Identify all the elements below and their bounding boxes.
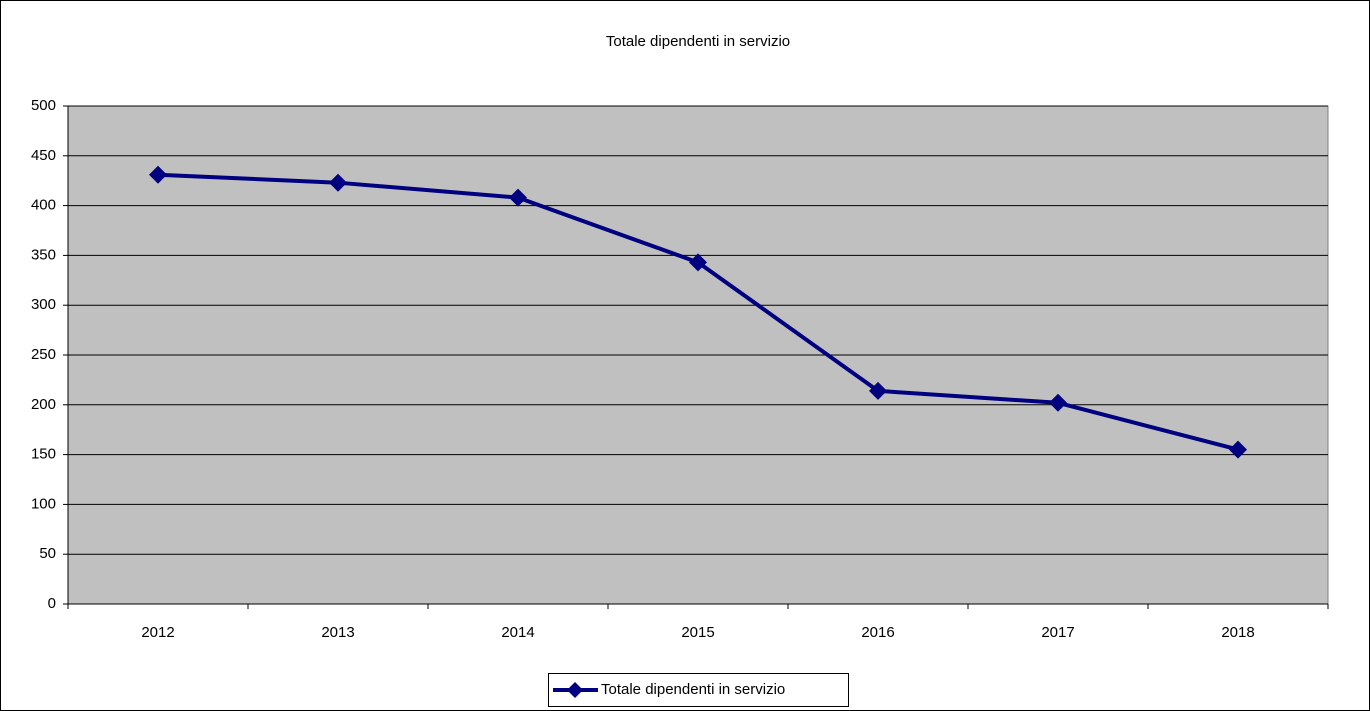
y-tick-label: 50 bbox=[39, 545, 56, 562]
y-tick-label: 250 bbox=[31, 346, 56, 363]
y-tick-label: 300 bbox=[31, 296, 56, 313]
legend-marker bbox=[567, 682, 583, 698]
x-tick-label: 2015 bbox=[681, 624, 714, 641]
y-tick-label: 450 bbox=[31, 147, 56, 164]
y-tick-label: 400 bbox=[31, 197, 56, 214]
y-tick-label: 200 bbox=[31, 396, 56, 413]
x-tick-label: 2017 bbox=[1041, 624, 1074, 641]
x-tick-label: 2012 bbox=[141, 624, 174, 641]
x-tick-label: 2018 bbox=[1221, 624, 1254, 641]
y-tick-label: 150 bbox=[31, 446, 56, 463]
x-tick-label: 2014 bbox=[501, 624, 534, 641]
marker bbox=[1229, 440, 1247, 459]
legend-label: Totale dipendenti in servizio bbox=[601, 681, 785, 698]
marker bbox=[689, 253, 707, 272]
legend-box bbox=[548, 673, 849, 707]
marker bbox=[149, 165, 167, 184]
chart-title: Totale dipendenti in servizio bbox=[606, 33, 790, 50]
marker bbox=[1049, 393, 1067, 412]
y-tick-label: 350 bbox=[31, 246, 56, 263]
x-tick-label: 2013 bbox=[321, 624, 354, 641]
y-tick-label: 500 bbox=[31, 97, 56, 114]
legend: Totale dipendenti in servizio bbox=[548, 673, 849, 707]
marker bbox=[509, 188, 527, 207]
y-tick-label: 0 bbox=[48, 595, 56, 612]
marker bbox=[869, 381, 887, 400]
y-tick-label: 100 bbox=[31, 495, 56, 512]
x-tick-label: 2016 bbox=[861, 624, 894, 641]
marker bbox=[329, 173, 347, 192]
